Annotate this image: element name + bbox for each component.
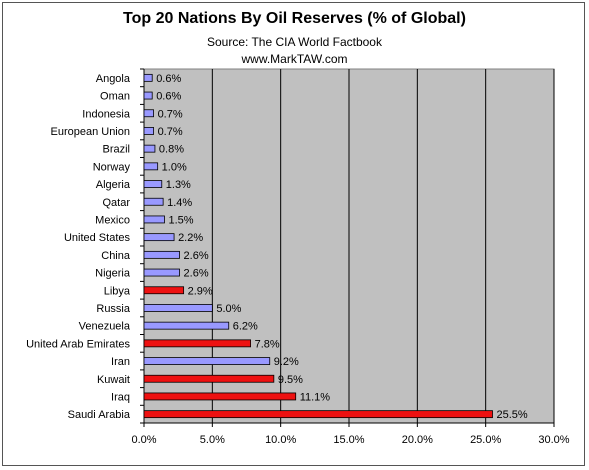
bar: [143, 91, 153, 100]
bar: [143, 162, 159, 171]
x-tick-label: 0.0%: [131, 434, 156, 446]
category-label: Nigeria: [95, 268, 131, 280]
category-label: Kuwait: [97, 374, 130, 386]
data-label: 1.0%: [162, 161, 187, 173]
bar: [143, 109, 154, 118]
category-label: China: [101, 250, 131, 262]
data-label: 25.5%: [497, 409, 528, 421]
bar: [143, 144, 156, 153]
data-label: 1.3%: [166, 179, 191, 191]
category-label: Brazil: [102, 144, 130, 156]
data-label: 2.2%: [178, 232, 203, 244]
bar: [143, 374, 275, 383]
bar: [143, 339, 251, 348]
bar: [143, 180, 163, 188]
bar: [143, 215, 165, 224]
x-tick-label: 15.0%: [333, 434, 364, 446]
chart-title: Top 20 Nations By Oil Reserves (% of Glo…: [123, 10, 466, 27]
bar: [143, 321, 230, 330]
x-tick-label: 5.0%: [200, 434, 225, 446]
bar: [143, 250, 180, 259]
x-tick-label: 30.0%: [538, 434, 569, 446]
category-label: Qatar: [102, 197, 130, 209]
category-label: Iran: [111, 356, 130, 368]
category-label: Norway: [93, 161, 131, 173]
category-label: European Union: [50, 126, 130, 138]
bar: [143, 357, 271, 365]
category-label: Libya: [104, 285, 131, 297]
x-tick-label: 25.0%: [470, 434, 501, 446]
data-label: 6.2%: [233, 321, 258, 333]
category-label: Venezuela: [79, 321, 131, 333]
bar: [143, 233, 175, 242]
chart-subtitle-source: Source: The CIA World Factbook: [207, 35, 382, 49]
category-label: Russia: [96, 303, 131, 315]
category-label: Mexico: [95, 214, 130, 226]
bar: [143, 197, 164, 206]
bar: [143, 392, 297, 401]
data-label: 0.8%: [159, 144, 184, 156]
category-label: Oman: [100, 91, 130, 103]
category-label: Algeria: [96, 179, 131, 191]
x-tick-label: 10.0%: [265, 434, 296, 446]
category-label: Indonesia: [82, 108, 131, 120]
category-label: Iraq: [111, 391, 130, 403]
bar: [143, 304, 213, 312]
category-label: Angola: [96, 73, 131, 85]
bar: [143, 73, 153, 82]
data-label: 2.6%: [184, 250, 209, 262]
data-label: 1.5%: [169, 214, 194, 226]
category-label: Saudi Arabia: [68, 409, 131, 421]
data-label: 2.6%: [184, 268, 209, 280]
data-label: 0.6%: [156, 91, 181, 103]
data-label: 9.5%: [278, 374, 303, 386]
bar: [143, 268, 180, 277]
bar: [143, 127, 154, 135]
data-label: 0.6%: [156, 73, 181, 85]
category-label: United States: [64, 232, 131, 244]
chart-subtitle-url: www.MarkTAW.com: [241, 52, 348, 66]
data-label: 9.2%: [274, 356, 299, 368]
data-label: 5.0%: [216, 303, 241, 315]
category-label: United Arab Emirates: [26, 338, 130, 350]
data-label: 1.4%: [167, 197, 192, 209]
bar: [143, 410, 493, 419]
bar: [143, 286, 185, 295]
x-tick-label: 20.0%: [402, 434, 433, 446]
data-label: 0.7%: [158, 126, 183, 138]
data-label: 7.8%: [255, 338, 280, 350]
data-label: 0.7%: [158, 108, 183, 120]
data-label: 2.9%: [188, 285, 213, 297]
data-label: 11.1%: [300, 391, 331, 403]
